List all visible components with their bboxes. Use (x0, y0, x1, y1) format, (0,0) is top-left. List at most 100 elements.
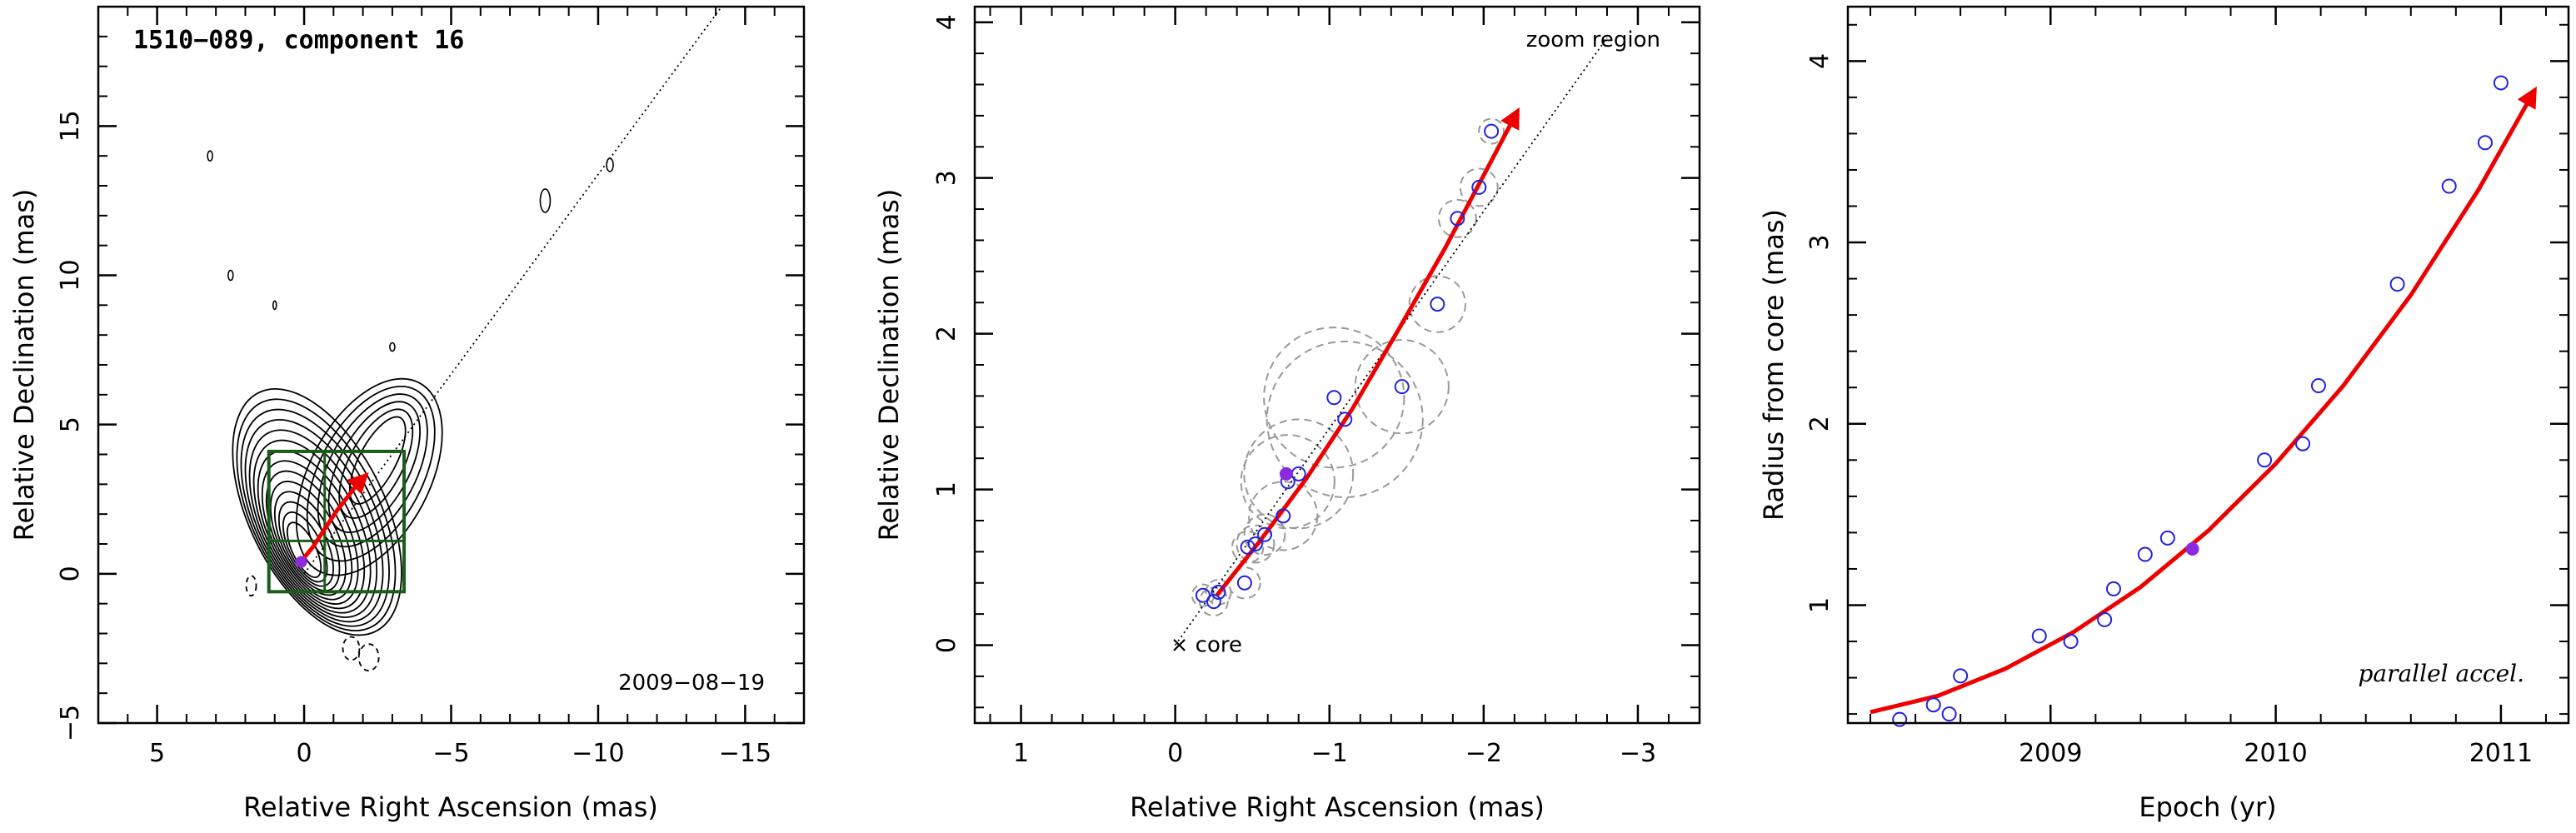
error-circle (1240, 434, 1335, 530)
data-point (2031, 628, 2047, 644)
panel1-y-axis-label: Relative Declination (mas) (8, 189, 40, 541)
panel-zoom-region: 1 0 −1 −2 −3 0 1 2 3 4 zoom region × core Relativ… (873, 5, 1701, 823)
y-tick-label: 3 (1805, 234, 1835, 250)
data-point (1430, 297, 1445, 312)
panel3-y-axis-label: Radius from core (mas) (1758, 209, 1790, 521)
data-point (1471, 179, 1487, 195)
core-contour (261, 460, 359, 605)
trajectory-arrow (297, 472, 369, 566)
panel2-lines (1174, 37, 1608, 646)
y-tick-label: 5 (56, 416, 85, 432)
panel1-ticks: 5 0 −5 −10 −15 −5 0 5 10 15 (56, 7, 804, 768)
data-point (2493, 75, 2509, 91)
panel3-x-axis-label: Epoch (yr) (2139, 791, 2276, 823)
error-circle (1354, 339, 1450, 435)
data-point (1337, 412, 1353, 427)
error-circle (1243, 513, 1286, 556)
isolated-contour (606, 157, 614, 172)
error-circle (1248, 481, 1319, 551)
error-circle (1243, 418, 1355, 530)
negative-contour (357, 643, 380, 672)
panel-radius-vs-epoch: 2009 2010 2011 1 2 3 4 parallel accel. Epoch (… (1758, 5, 2570, 823)
y-tick-label: 0 (56, 566, 85, 581)
y-tick-label: 3 (932, 170, 961, 186)
y-tick-label: 2 (1805, 416, 1835, 431)
x-tick-label: 2009 (2019, 739, 2082, 768)
parallel-accel-note: parallel accel. (2358, 660, 2524, 687)
data-point (1484, 123, 1500, 139)
y-tick-label: 0 (932, 637, 961, 653)
x-tick-label: 5 (149, 739, 165, 768)
data-point (2257, 452, 2273, 468)
x-tick-label: −10 (572, 739, 624, 768)
x-tick-label: −2 (1465, 739, 1502, 768)
panel-contour-map: 5 0 −5 −10 −15 −5 0 5 10 15 1510−089, component 1… (8, 5, 806, 823)
error-circle (1231, 531, 1265, 564)
panel2-y-axis-label: Relative Declination (mas) (873, 189, 905, 541)
data-point (2063, 634, 2079, 650)
negative-contour (245, 575, 257, 597)
panel3-points (1892, 75, 2509, 727)
isolated-contour (539, 188, 552, 213)
core-contour (265, 470, 353, 601)
reference-point (1279, 466, 1293, 481)
error-circle (1228, 566, 1261, 600)
panel1-overlays (267, 6, 722, 594)
error-circle (1459, 167, 1499, 207)
data-point (2295, 436, 2311, 451)
reference-point (2185, 541, 2199, 556)
x-tick-label: 1 (1013, 739, 1029, 768)
zoom-box (267, 449, 407, 594)
core-contour (236, 398, 397, 631)
y-tick-label: 1 (1805, 597, 1835, 613)
panel2-ticks: 1 0 −1 −2 −3 0 1 2 3 4 (932, 7, 1700, 768)
observation-date: 2009−08−19 (618, 671, 765, 696)
data-point (2159, 530, 2175, 546)
data-point (2097, 611, 2113, 627)
panel3-frame (1846, 5, 2570, 725)
isolated-contour (227, 269, 234, 282)
negative-contour (342, 636, 361, 661)
isolated-contour (389, 342, 396, 352)
direction-line (303, 6, 722, 575)
panel2-x-axis-label: Relative Right Ascension (mas) (1130, 791, 1545, 823)
panel3-fit (1870, 86, 2537, 715)
error-circle (1236, 524, 1276, 564)
data-point (1925, 697, 1941, 713)
y-tick-label: −5 (56, 705, 85, 741)
data-point (2137, 546, 2153, 562)
data-point (1290, 466, 1306, 481)
panel1-x-axis-label: Relative Right Ascension (mas) (243, 791, 658, 823)
data-point (1941, 706, 1957, 722)
data-point (1276, 508, 1291, 524)
data-point (2477, 135, 2493, 151)
x-tick-label: 0 (1167, 739, 1183, 768)
error-circle (1478, 117, 1505, 145)
panel3-ticks: 2009 2010 2011 1 2 3 4 (1805, 7, 2569, 768)
panel1-title: 1510−089, component 16 (133, 26, 464, 55)
fit-curve (1870, 86, 2537, 715)
isolated-contour (272, 300, 277, 311)
data-point (1236, 575, 1252, 591)
data-point (2441, 178, 2457, 194)
y-tick-label: 4 (1805, 53, 1835, 69)
x-tick-label: 0 (296, 739, 312, 768)
y-tick-label: 1 (932, 481, 961, 497)
error-circle (1205, 579, 1232, 606)
core-contour (244, 419, 384, 623)
error-circles (1191, 117, 1505, 616)
data-point (1257, 526, 1272, 542)
y-tick-label: 15 (56, 110, 85, 142)
data-point (1247, 536, 1263, 551)
x-tick-label: 2010 (2244, 739, 2307, 768)
zoom-region-label: zoom region (1526, 27, 1660, 52)
data-point (2310, 378, 2326, 394)
error-circle (1408, 275, 1466, 333)
core-contour (273, 491, 341, 591)
jet-contour (295, 377, 443, 576)
x-tick-label: 2011 (2469, 739, 2533, 768)
x-tick-label: −5 (432, 739, 469, 768)
data-point (1240, 539, 1256, 555)
direction-line (1174, 37, 1608, 646)
